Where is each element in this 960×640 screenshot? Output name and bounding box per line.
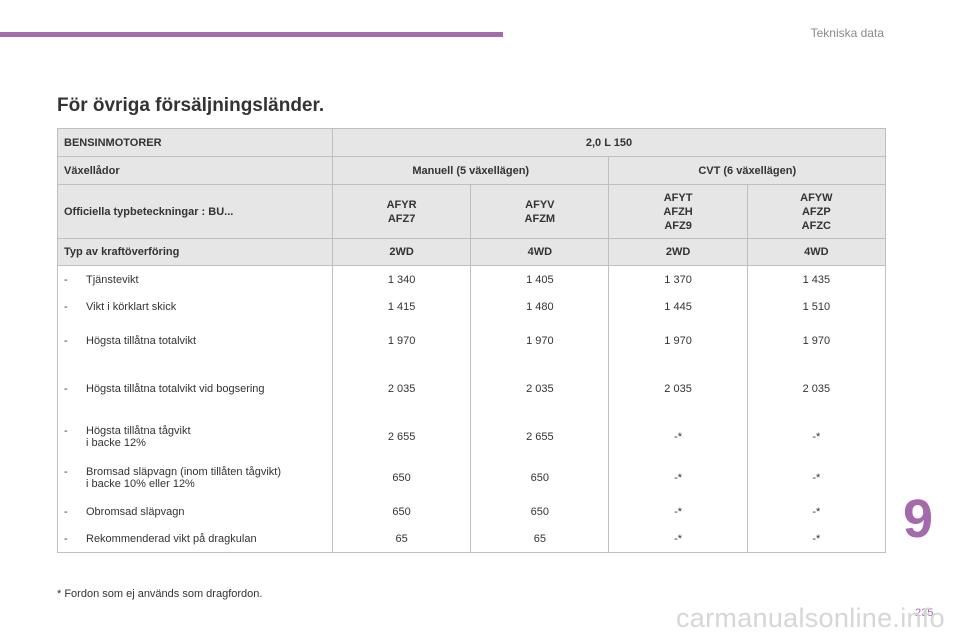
table-cell: 650 [470, 497, 610, 527]
page-number: 235 [915, 607, 934, 619]
table-cell: -* [608, 497, 748, 527]
table-cell: 1 370 [608, 265, 748, 294]
table-cell: 2 655 [470, 416, 610, 458]
drive-label: Typ av kraftöverföring [57, 238, 333, 266]
table-row: - Högsta tillåtna totalvikt 1 970 1 970 1… [57, 320, 887, 361]
page-title: För övriga försäljningsländer. [57, 95, 325, 116]
row-label: - Vikt i körklart skick [57, 293, 333, 321]
table-cell: 650 [470, 457, 610, 498]
type-row: Officiella typbeteckningar : BU... AFYR … [57, 184, 887, 239]
table-row: - Högsta tillåtna tågvikt i backe 12% 2 65… [57, 416, 887, 458]
row-label: - Högsta tillåtna tågvikt i backe 12% [57, 416, 333, 458]
table-cell: -* [746, 497, 887, 527]
table-cell: 65 [331, 526, 472, 553]
table-cell: 1 445 [608, 293, 748, 321]
table-row: - Obromsad släpvagn 650 650 -* -* [57, 497, 887, 527]
table-cell: 1 970 [608, 320, 748, 361]
type-code: AFYR AFZ7 [331, 184, 472, 239]
table-cell: 2 035 [746, 360, 887, 417]
header-accent-bar [0, 32, 503, 37]
row-label: - Högsta tillåtna totalvikt vid bogsering [57, 360, 333, 417]
chapter-number: 9 [903, 489, 934, 549]
type-code: AFYW AFZP AFZC [746, 184, 887, 239]
table-row: - Högsta tillåtna totalvikt vid bogsering… [57, 360, 887, 417]
table-cell: 1 970 [331, 320, 472, 361]
table-cell: 1 510 [746, 293, 887, 321]
table-cell: 1 405 [470, 265, 610, 294]
table-cell: 2 035 [608, 360, 748, 417]
drive-type: 4WD [746, 238, 887, 266]
table-row: - Vikt i körklart skick 1 415 1 480 1 445… [57, 293, 887, 321]
table-row: - Tjänstevikt 1 340 1 405 1 370 1 435 [57, 265, 887, 294]
type-code: AFYV AFZM [470, 184, 610, 239]
table-cell: 2 035 [331, 360, 472, 417]
table-cell: -* [746, 457, 887, 498]
table-cell: -* [746, 416, 887, 458]
specifications-table: BENSINMOTORER 2,0 L 150 Växellådor Manue… [57, 128, 887, 553]
table-cell: 650 [331, 497, 472, 527]
table-cell: 1 435 [746, 265, 887, 294]
table-row: - Bromsad släpvagn (inom tillåten tågvikt… [57, 457, 887, 498]
drive-row: Typ av kraftöverföring 2WD 4WD 2WD 4WD [57, 238, 887, 266]
row-label: - Obromsad släpvagn [57, 497, 333, 527]
type-code: AFYT AFZH AFZ9 [608, 184, 748, 239]
type-label: Officiella typbeteckningar : BU... [57, 184, 333, 239]
gearbox-label: Växellådor [57, 156, 333, 185]
table-cell: 1 340 [331, 265, 472, 294]
table-cell: 1 480 [470, 293, 610, 321]
table-cell: 650 [331, 457, 472, 498]
row-label: - Bromsad släpvagn (inom tillåten tågvikt… [57, 457, 333, 498]
table-cell: 65 [470, 526, 610, 553]
watermark: carmanualsonline.info [676, 603, 945, 633]
footnote: * Fordon som ej används som dragfordon. [57, 588, 263, 600]
table-cell: 2 655 [331, 416, 472, 458]
table-cell: 1 970 [746, 320, 887, 361]
row-label: - Rekommenderad vikt på dragkulan [57, 526, 333, 553]
table-cell: 1 970 [470, 320, 610, 361]
engine-row: BENSINMOTORER 2,0 L 150 [57, 128, 887, 157]
gearbox-manual: Manuell (5 växellägen) [331, 156, 610, 185]
section-label: Tekniska data [810, 26, 884, 40]
table-row: - Rekommenderad vikt på dragkulan 65 65 -… [57, 526, 887, 553]
drive-type: 2WD [608, 238, 748, 266]
row-label: - Tjänstevikt [57, 265, 333, 294]
table-cell: 1 415 [331, 293, 472, 321]
engine-value: 2,0 L 150 [331, 128, 887, 157]
engine-label: BENSINMOTORER [57, 128, 333, 157]
drive-type: 2WD [331, 238, 472, 266]
table-cell: -* [608, 457, 748, 498]
table-cell: -* [608, 416, 748, 458]
gearbox-cvt: CVT (6 växellägen) [608, 156, 886, 185]
drive-type: 4WD [470, 238, 610, 266]
table-cell: 2 035 [470, 360, 610, 417]
table-cell: -* [746, 526, 887, 553]
gearbox-row: Växellådor Manuell (5 växellägen) CVT (6… [57, 156, 886, 185]
row-label: - Högsta tillåtna totalvikt [57, 320, 333, 361]
table-cell: -* [608, 526, 748, 553]
